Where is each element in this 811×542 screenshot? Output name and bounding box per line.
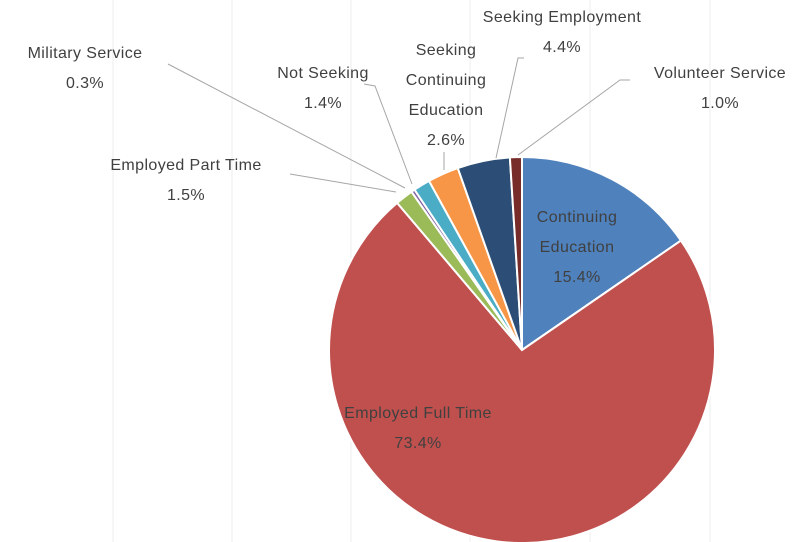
value-label: 1.4% — [303, 95, 343, 112]
data-label: Seeking Employment 4.4% — [452, 3, 672, 63]
value-label: 73.4% — [394, 435, 442, 452]
category-label: Employed Part Time — [110, 157, 262, 174]
leader-line — [167, 63, 406, 189]
leader-line — [289, 173, 397, 193]
category-label: Employed Full Time — [344, 405, 492, 422]
leader-lines — [167, 57, 630, 193]
leader-line — [517, 79, 630, 156]
value-label: 4.4% — [542, 39, 582, 56]
value-label: 1.0% — [700, 95, 740, 112]
pie-slice — [508, 155, 523, 351]
category-label: Seeking Employment — [482, 9, 642, 26]
leader-line — [363, 83, 413, 185]
value-label: 2.6% — [426, 132, 466, 149]
category-label: Seeking Continuing Education — [405, 42, 487, 119]
data-label: Seeking Continuing Education 2.6% — [396, 36, 496, 156]
value-label: 15.4% — [553, 269, 601, 286]
category-label: Volunteer Service — [653, 65, 787, 82]
slices — [328, 155, 716, 542]
data-label: Employed Part Time 1.5% — [76, 151, 296, 211]
pie-slice — [328, 201, 716, 542]
data-label: Not Seeking 1.4% — [258, 59, 388, 119]
category-label: Not Seeking — [277, 65, 369, 82]
data-label: Continuing Education 15.4% — [517, 203, 637, 293]
value-label: 0.3% — [65, 75, 105, 92]
pie-slice — [521, 155, 683, 352]
data-label: Military Service 0.3% — [5, 39, 165, 99]
data-label: Employed Full Time 73.4% — [318, 399, 518, 459]
category-label: Continuing Education — [536, 209, 618, 256]
value-label: 1.5% — [166, 187, 206, 204]
category-label: Military Service — [27, 45, 143, 62]
data-label: Volunteer Service 1.0% — [620, 59, 811, 119]
leader-line — [495, 57, 524, 159]
